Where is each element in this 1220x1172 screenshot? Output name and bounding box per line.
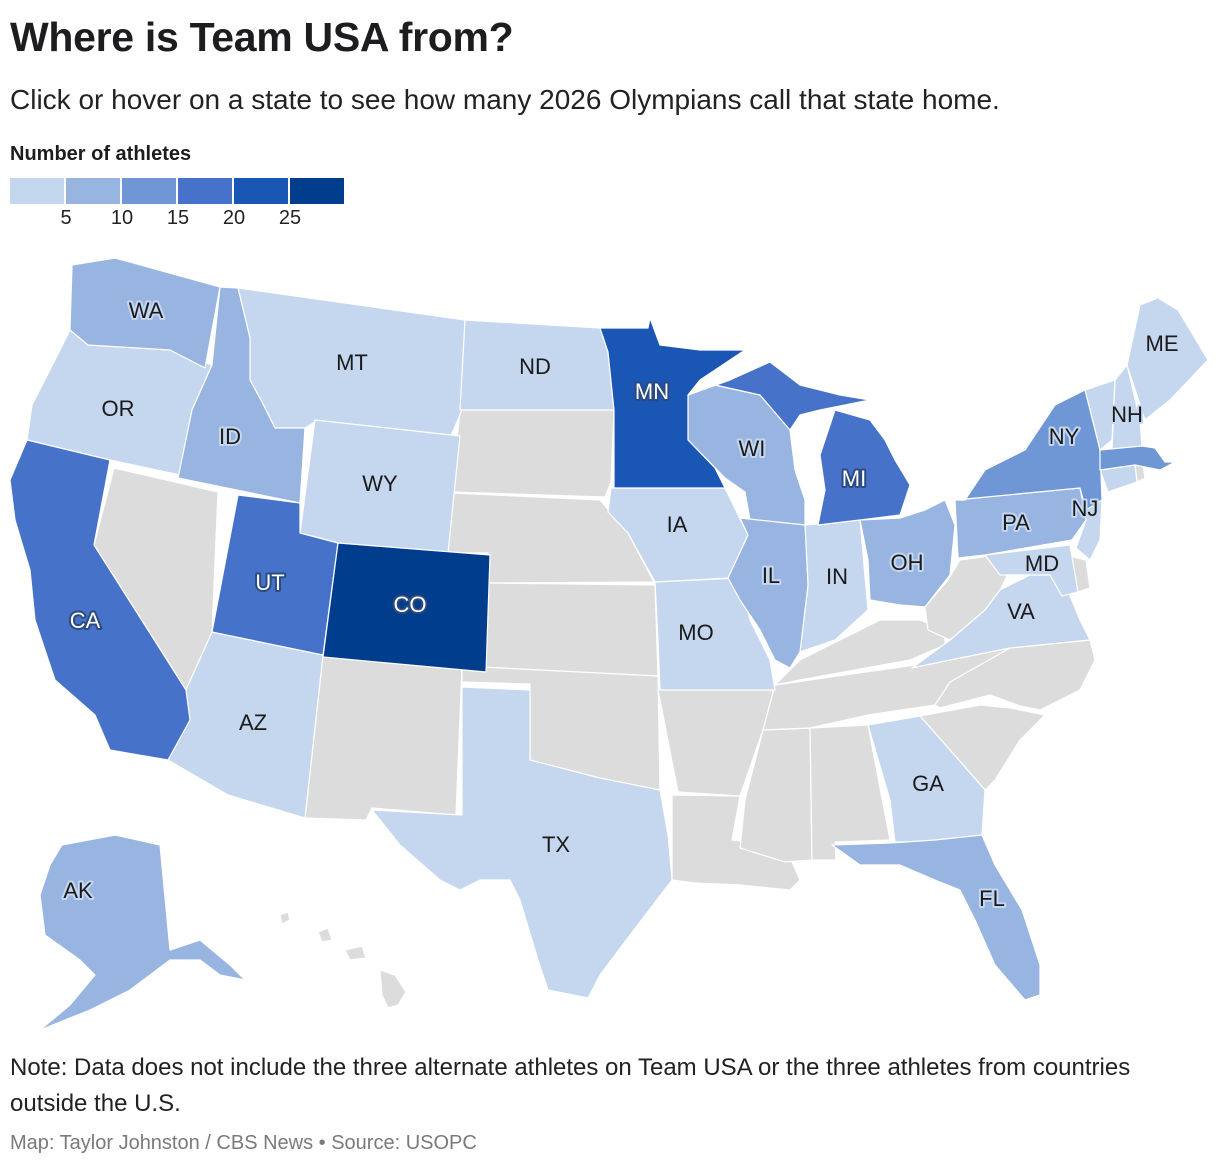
- legend-tick: 10: [110, 207, 134, 229]
- legend-tick: 20: [222, 207, 246, 229]
- state-mt[interactable]: [237, 287, 466, 437]
- legend-swatch-4: [178, 178, 232, 204]
- state-mi[interactable]: [817, 409, 911, 526]
- legend-swatch-6: [290, 178, 344, 204]
- state-ca[interactable]: [9, 439, 191, 761]
- state-ak[interactable]: [39, 834, 246, 1030]
- legend-tick: 25: [278, 207, 302, 229]
- state-mi-up[interactable]: [687, 361, 871, 431]
- state-sd[interactable]: [451, 409, 615, 498]
- legend-swatch-2: [66, 178, 120, 204]
- state-hi3[interactable]: [344, 945, 367, 961]
- state-co[interactable]: [322, 542, 491, 673]
- state-nm[interactable]: [304, 654, 463, 821]
- footnote: Note: Data does not include the three al…: [10, 1054, 1131, 1117]
- state-hi[interactable]: [379, 969, 407, 1009]
- legend-swatch-5: [234, 178, 288, 204]
- page-title: Where is Team USA from?: [10, 14, 514, 60]
- legend-swatch-3: [122, 178, 176, 204]
- legend-tick: 15: [166, 207, 190, 229]
- state-oh[interactable]: [859, 499, 956, 608]
- color-legend: [10, 178, 344, 204]
- state-md[interactable]: [984, 544, 1079, 597]
- state-nh[interactable]: [1111, 364, 1143, 451]
- state-id[interactable]: [177, 286, 306, 504]
- state-mn[interactable]: [599, 317, 746, 489]
- legend-tick: 5: [60, 207, 72, 229]
- legend-swatch-1: [10, 178, 64, 204]
- state-hi1[interactable]: [279, 911, 291, 925]
- state-wa[interactable]: [69, 257, 221, 369]
- state-nd[interactable]: [459, 319, 615, 411]
- legend-ticks: 5 10 15 20 25: [10, 207, 346, 233]
- state-hi2[interactable]: [317, 927, 333, 943]
- legend-title: Number of athletes: [10, 143, 192, 165]
- state-tx[interactable]: [371, 686, 673, 999]
- page-subtitle: Click or hover on a state to see how man…: [10, 84, 1000, 115]
- us-map: WA OR CA ID MT WY UT CO AZ ND MN WI MI I…: [0, 250, 1220, 1030]
- state-nc[interactable]: [934, 639, 1096, 711]
- state-il[interactable]: [727, 517, 809, 669]
- state-wy[interactable]: [299, 419, 461, 554]
- source-credit: Map: Taylor Johnston / CBS News • Source…: [10, 1132, 477, 1154]
- state-me[interactable]: [1126, 297, 1209, 421]
- state-fl[interactable]: [831, 834, 1041, 1001]
- state-ks[interactable]: [484, 582, 659, 677]
- state-la[interactable]: [671, 794, 801, 891]
- state-ma[interactable]: [1099, 445, 1176, 471]
